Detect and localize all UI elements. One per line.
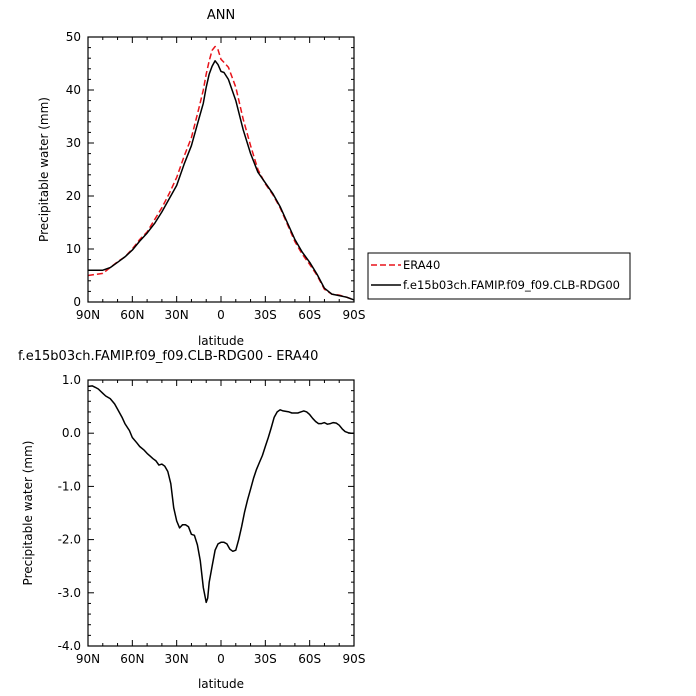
y-tick-label: 50: [66, 30, 81, 44]
x-axis-label: latitude: [198, 334, 244, 348]
chart-panel-2: f.e15b03ch.FAMIP.f09_f09.CLB-RDG00 - ERA…: [18, 349, 365, 691]
x-tick-label: 30N: [165, 308, 189, 322]
y-tick-label: 0: [73, 295, 81, 309]
x-tick-label: 90S: [343, 308, 366, 322]
x-tick-label: 0: [217, 308, 225, 322]
y-tick-label: 1.0: [62, 373, 81, 387]
x-tick-label: 30S: [254, 308, 277, 322]
x-tick-label: 90N: [76, 652, 100, 666]
x-tick-label: 90N: [76, 308, 100, 322]
x-tick-label: 0: [217, 652, 225, 666]
y-tick-label: 40: [66, 83, 81, 97]
y-tick-label: 30: [66, 136, 81, 150]
plot-frame: [87, 36, 355, 303]
x-tick-label: 30N: [165, 652, 189, 666]
legend-entry: ERA40: [403, 258, 440, 272]
x-tick-label: 30S: [254, 652, 277, 666]
y-axis-label: Precipitable water (mm): [37, 97, 51, 242]
y-tick-label: 10: [66, 242, 81, 256]
y-tick-label: -1.0: [58, 479, 81, 493]
legend-entry: f.e15b03ch.FAMIP.f09_f09.CLB-RDG00: [403, 278, 620, 292]
x-tick-label: 60S: [298, 652, 321, 666]
y-tick-label: -3.0: [58, 586, 81, 600]
legend: ERA40 f.e15b03ch.FAMIP.f09_f09.CLB-RDG00: [367, 252, 631, 300]
x-tick-label: 90S: [343, 652, 366, 666]
x-axis-label: latitude: [198, 677, 244, 691]
y-tick-label: -2.0: [58, 533, 81, 547]
x-tick-label: 60N: [120, 308, 144, 322]
series-line-era40: [87, 45, 355, 301]
chart-title: ANN: [207, 8, 235, 23]
x-tick-label: 60S: [298, 308, 321, 322]
legend-box: [367, 252, 631, 300]
series-line-difference: [87, 385, 354, 604]
x-tick-label: 60N: [120, 652, 144, 666]
chart-panel-1: ANN 90N 60N 30N 0 30S 60S 90S 0 10 20 30 40 50 latitud…: [37, 8, 631, 348]
series-line-f-e15b03ch-famip-f09-f09-clb-rdg00: [88, 60, 355, 301]
y-axis-label: Precipitable water (mm): [21, 441, 35, 586]
y-tick-label: -4.0: [58, 639, 81, 653]
y-tick-label: 0.0: [62, 426, 81, 440]
chart-title: f.e15b03ch.FAMIP.f09_f09.CLB-RDG00 - ERA…: [18, 349, 318, 364]
y-tick-label: 20: [66, 189, 81, 203]
